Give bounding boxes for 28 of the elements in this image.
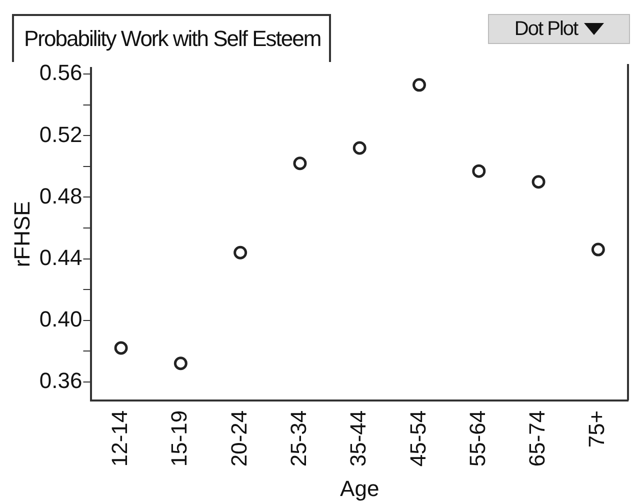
y-tick-label: 0.48 bbox=[39, 183, 82, 208]
x-tick-label: 45-54 bbox=[405, 410, 430, 467]
y-tick-label: 0.44 bbox=[39, 244, 82, 270]
point bbox=[532, 175, 546, 189]
point bbox=[591, 242, 605, 256]
x-tick-label: 75+ bbox=[584, 410, 610, 448]
point bbox=[114, 341, 128, 355]
x-tick-label: 55-64 bbox=[464, 410, 490, 467]
y-tick-label: 0.36 bbox=[39, 368, 82, 393]
point bbox=[412, 78, 426, 92]
x-tick-label: 25-34 bbox=[286, 410, 312, 467]
point bbox=[293, 156, 307, 170]
chart-title: Probability Work with Self Esteem bbox=[12, 14, 331, 62]
dropdown-button: Dot Plot bbox=[488, 14, 630, 44]
x-axis-title: Age bbox=[340, 476, 380, 501]
y-tick-label: 0.40 bbox=[39, 306, 82, 332]
x-tick-label: 20-24 bbox=[226, 410, 252, 467]
point bbox=[352, 141, 366, 155]
point bbox=[234, 246, 248, 260]
x-tick-label: 15-19 bbox=[166, 410, 192, 467]
y-axis-title: rFHSE bbox=[9, 201, 34, 268]
y-tick-label: 0.56 bbox=[39, 60, 82, 86]
y-tick-label: 0.52 bbox=[39, 122, 82, 147]
point bbox=[174, 356, 188, 370]
x-tick-label: 65-74 bbox=[524, 410, 550, 467]
point bbox=[472, 164, 486, 178]
x-tick-label: 35-44 bbox=[346, 410, 371, 467]
x-tick-label: 12-14 bbox=[107, 410, 132, 467]
